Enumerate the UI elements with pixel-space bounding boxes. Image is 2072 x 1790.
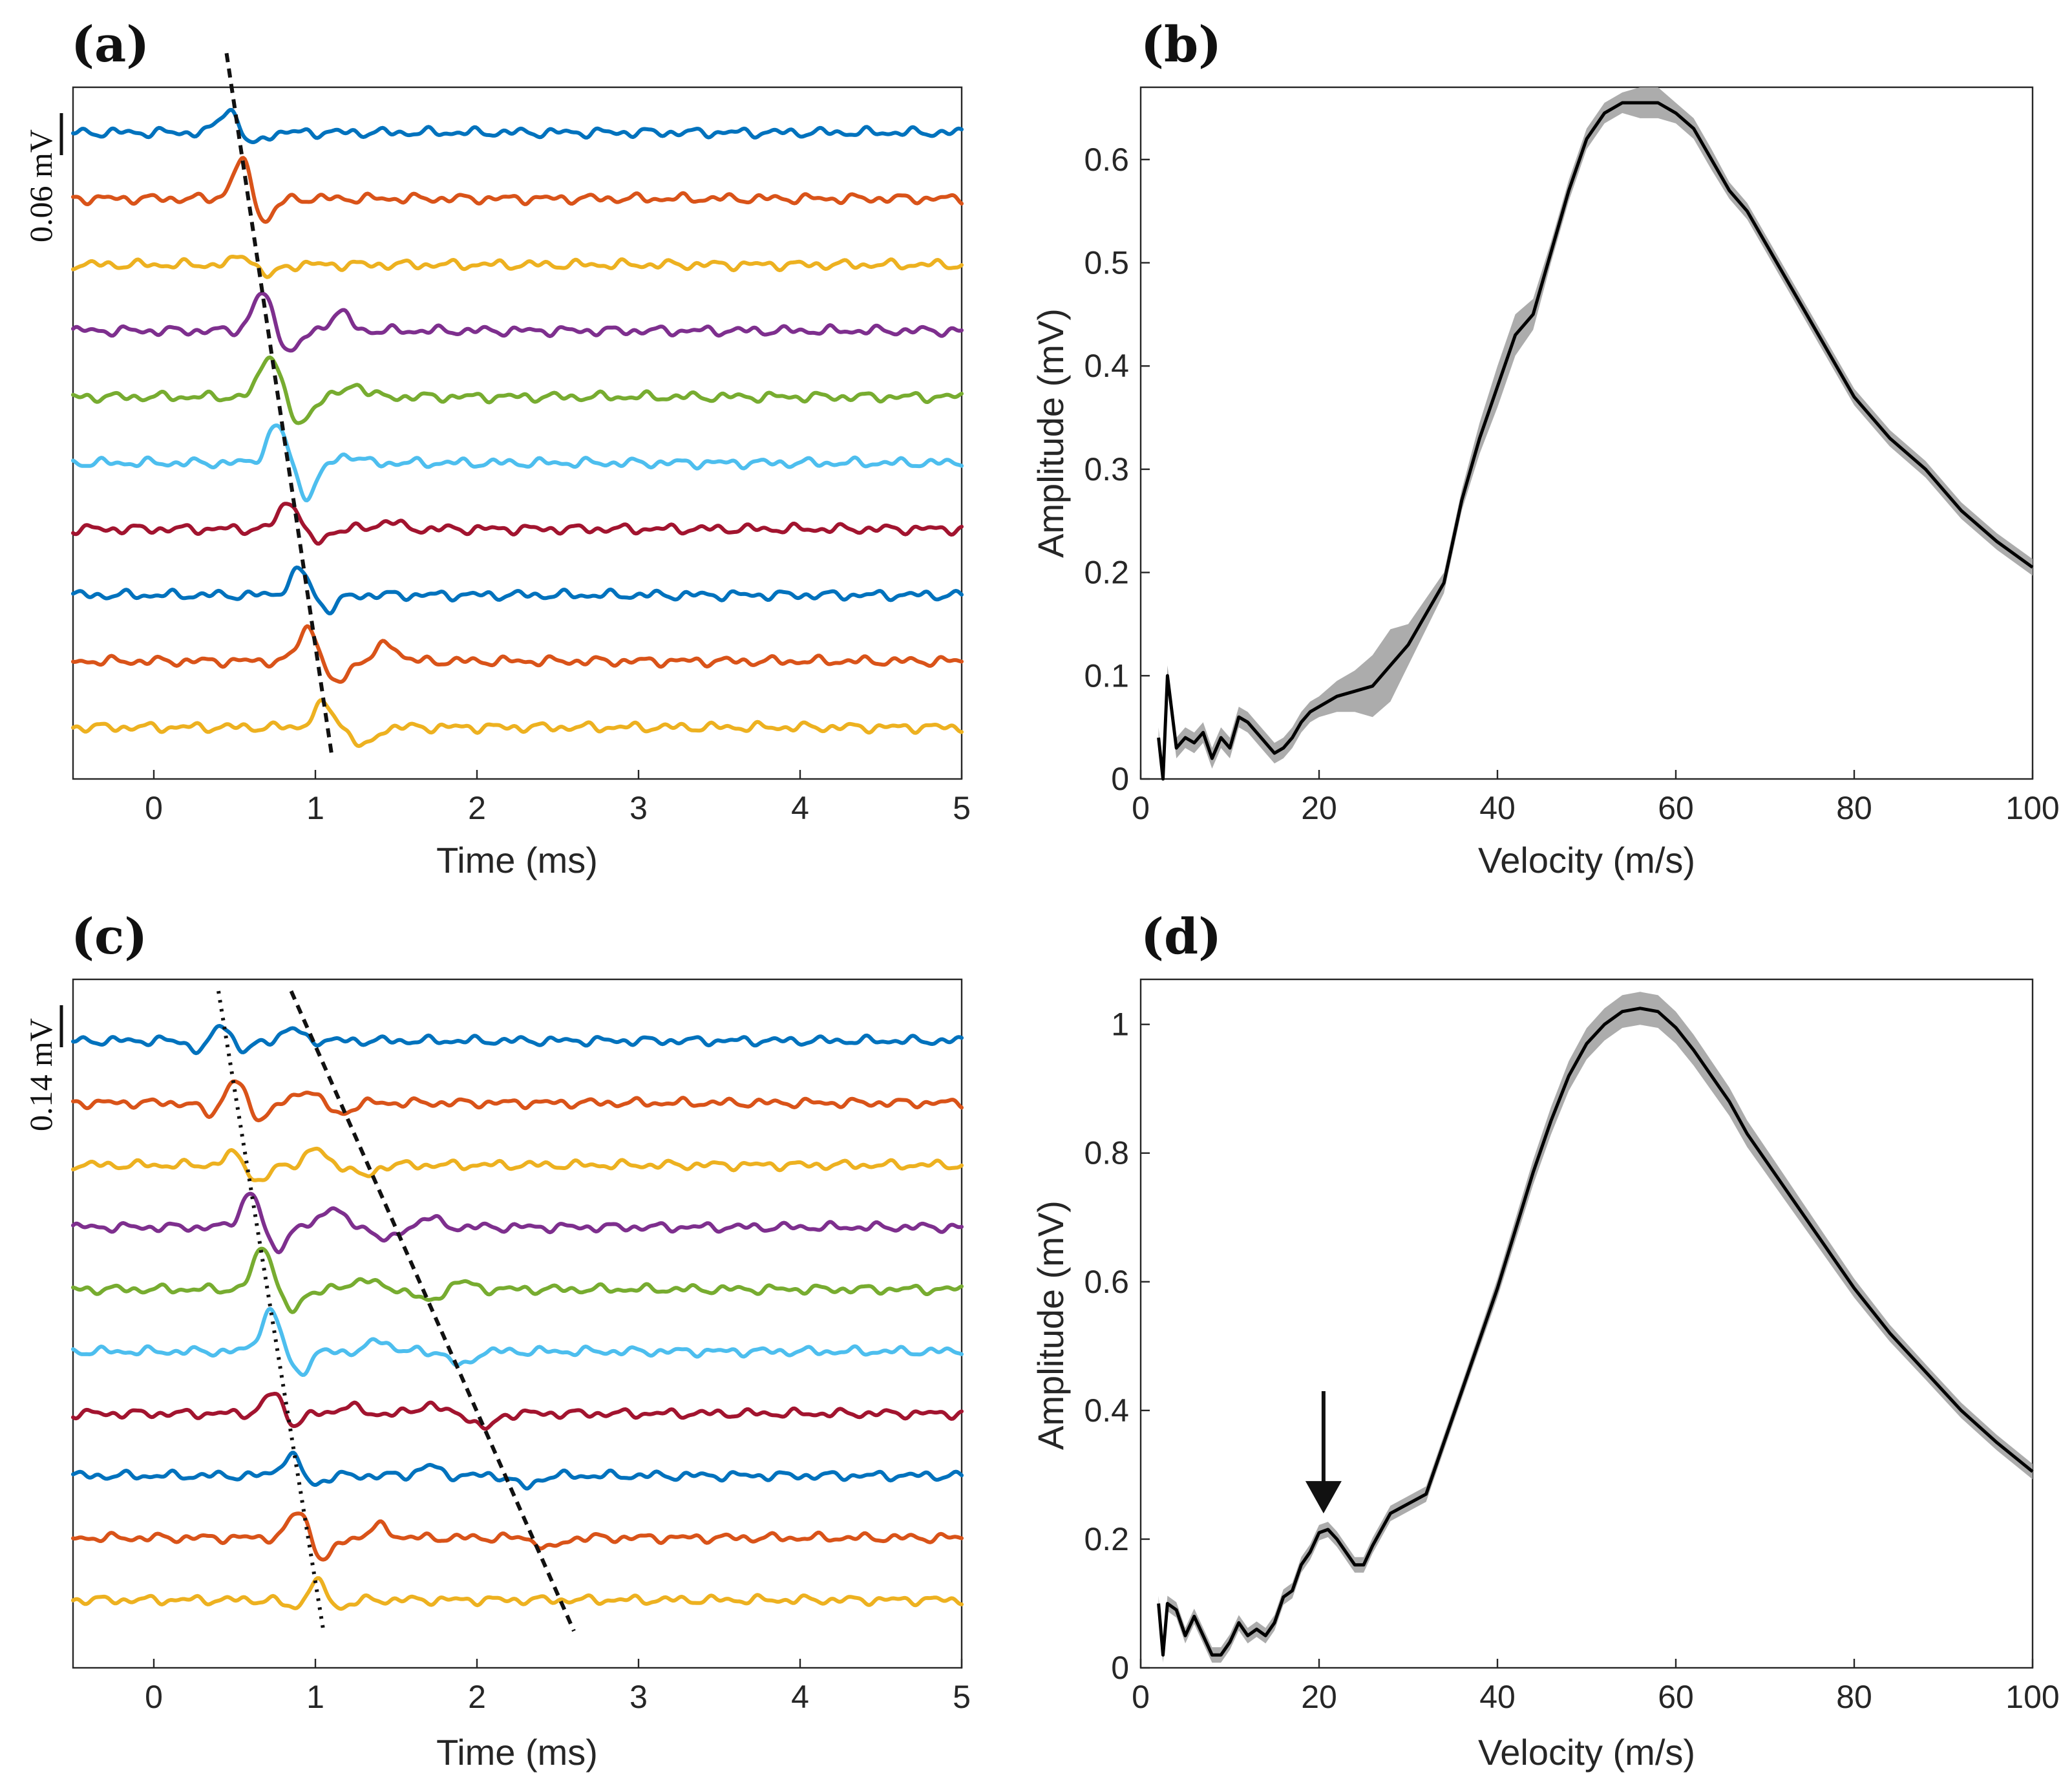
- panel-c-ticks: 0 1 2 3 4 5: [145, 1659, 971, 1715]
- panel-c-guides: [217, 990, 576, 1632]
- panel-c-trace-ch9: [71, 1511, 964, 1562]
- panel-c-trace-ch4: [71, 1191, 964, 1255]
- panel-d-xtick-label: 20: [1301, 1679, 1337, 1715]
- panel-b: (b) 0 20 40 60 80 100 0 0.1 0.2 0.3 0.4 0.5 0.6 Velo…: [1030, 16, 2060, 880]
- panel-a-scale-label: 0.06 mV: [23, 129, 59, 242]
- panel-c-guide-line: [289, 990, 576, 1632]
- panel-a-ticks: 0 1 2 3 4 5: [145, 770, 971, 826]
- panel-c-xtick-label: 5: [953, 1679, 971, 1715]
- panel-c-axes: [72, 978, 963, 1669]
- panel-d-ytick-label: 1: [1111, 1007, 1129, 1043]
- panel-c-xlabel: Time (ms): [436, 1732, 598, 1773]
- panel-b-xtick-label: 100: [2005, 790, 2059, 826]
- panel-c-trace-ch5: [71, 1246, 964, 1314]
- panel-c-trace-ch3: [71, 1146, 964, 1182]
- panel-c-trace-ch1: [71, 1024, 964, 1056]
- panel-d-ytick-label: 0.4: [1084, 1392, 1129, 1429]
- panel-d-ytick-label: 0.6: [1084, 1264, 1129, 1300]
- panel-a-traces: [71, 108, 964, 749]
- panel-d-axes: [1139, 978, 2034, 1669]
- panel-b-ytick-label: 0.2: [1084, 555, 1129, 591]
- panel-a-xtick-label: 0: [145, 790, 163, 826]
- panel-d-arrow: [1305, 1391, 1342, 1514]
- panel-a-trace-ch1: [71, 108, 964, 144]
- panel-b-xtick-label: 80: [1836, 790, 1872, 826]
- panel-a-trace-ch7: [71, 502, 964, 546]
- panel-b-xtick-label: 60: [1658, 790, 1694, 826]
- panel-c-xtick-label: 2: [468, 1679, 486, 1715]
- panel-a: (a) 0 1 2 3 4 5 0.06 mV Time (ms): [23, 16, 971, 880]
- panel-c-scale-label: 0.14 mV: [23, 1018, 59, 1131]
- panel-b-ticks: 0 20 40 60 80 100 0 0.1 0.2 0.3 0.4 0.5 0.6: [1084, 142, 2059, 826]
- panel-a-trace-ch9: [71, 624, 964, 684]
- panel-a-xtick-label: 5: [953, 790, 971, 826]
- panel-d-xtick-label: 40: [1479, 1679, 1516, 1715]
- panel-a-trace-ch8: [71, 565, 964, 615]
- arrow-head-icon: [1305, 1481, 1342, 1514]
- panel-c: (c) 0 1 2 3 4 5 0.14 mV Time (ms): [23, 908, 971, 1773]
- panel-b-xlabel: Velocity (m/s): [1478, 840, 1695, 880]
- panel-d-label: (d): [1141, 908, 1221, 965]
- panel-d-xtick-label: 60: [1658, 1679, 1694, 1715]
- panel-d-xlabel: Velocity (m/s): [1478, 1732, 1695, 1773]
- panel-c-trace-ch2: [71, 1079, 964, 1123]
- panel-d-ylabel: Amplitude (mV): [1030, 1200, 1071, 1450]
- panel-a-xtick-label: 4: [791, 790, 809, 826]
- panel-d-ytick-label: 0: [1111, 1650, 1129, 1686]
- panel-a-xtick-label: 1: [306, 790, 324, 826]
- panel-c-trace-ch7: [71, 1392, 964, 1431]
- panel-a-xtick-label: 3: [629, 790, 648, 826]
- panel-d-xtick-label: 0: [1132, 1679, 1150, 1715]
- panel-a-guides: [224, 52, 333, 754]
- panel-c-trace-ch6: [71, 1306, 964, 1377]
- panel-c-label: (c): [71, 908, 147, 965]
- panel-b-xtick-label: 40: [1479, 790, 1516, 826]
- panel-a-trace-ch6: [71, 423, 964, 503]
- panel-d: (d) 0 20 40 60 80 100 0 0.2 0.4 0.6 0.8 1 Velocity …: [1030, 908, 2060, 1773]
- panel-d-ytick-label: 0.2: [1084, 1521, 1129, 1557]
- panel-c-trace-ch8: [71, 1451, 964, 1491]
- panel-b-xtick-label: 0: [1132, 790, 1150, 826]
- panel-d-ytick-label: 0.8: [1084, 1135, 1129, 1171]
- panel-a-axes: [72, 86, 963, 780]
- panel-a-trace-ch2: [71, 156, 964, 224]
- panel-a-trace-ch10: [71, 698, 964, 749]
- panel-d-xtick-label: 80: [1836, 1679, 1872, 1715]
- panel-b-ytick-label: 0: [1111, 761, 1129, 797]
- panel-b-ytick-label: 0.3: [1084, 451, 1129, 487]
- panel-a-trace-ch4: [71, 291, 964, 353]
- panel-d-xtick-label: 100: [2005, 1679, 2059, 1715]
- panel-b-ytick-label: 0.4: [1084, 348, 1129, 384]
- panel-a-label: (a): [71, 16, 149, 73]
- panel-b-ytick-label: 0.1: [1084, 657, 1129, 694]
- panel-b-label: (b): [1141, 16, 1221, 73]
- panel-c-traces: [71, 1024, 964, 1611]
- panel-b-xtick-label: 20: [1301, 790, 1337, 826]
- panel-c-xtick-label: 4: [791, 1679, 809, 1715]
- panel-a-trace-ch3: [71, 255, 964, 279]
- panel-d-confidence-band: [1158, 992, 2033, 1663]
- panel-c-xtick-label: 0: [145, 1679, 163, 1715]
- panel-b-axes: [1139, 86, 2034, 780]
- panel-c-xtick-label: 1: [306, 1679, 324, 1715]
- panel-a-xtick-label: 2: [468, 790, 486, 826]
- panel-a-guide-line: [224, 52, 333, 754]
- panel-b-ytick-label: 0.6: [1084, 142, 1129, 178]
- panel-a-xlabel: Time (ms): [436, 840, 598, 880]
- panel-b-mean-line: [1157, 101, 2034, 781]
- panel-c-xtick-label: 3: [629, 1679, 648, 1715]
- panel-c-trace-ch10: [71, 1576, 964, 1611]
- panel-b-ytick-label: 0.5: [1084, 244, 1129, 281]
- panel-b-ylabel: Amplitude (mV): [1030, 308, 1071, 558]
- panel-d-mean-line: [1157, 1007, 2034, 1657]
- panel-b-confidence-band: [1158, 87, 2033, 779]
- panel-a-trace-ch5: [71, 355, 964, 425]
- panel-d-ticks: 0 20 40 60 80 100 0 0.2 0.4 0.6 0.8 1: [1084, 1007, 2059, 1715]
